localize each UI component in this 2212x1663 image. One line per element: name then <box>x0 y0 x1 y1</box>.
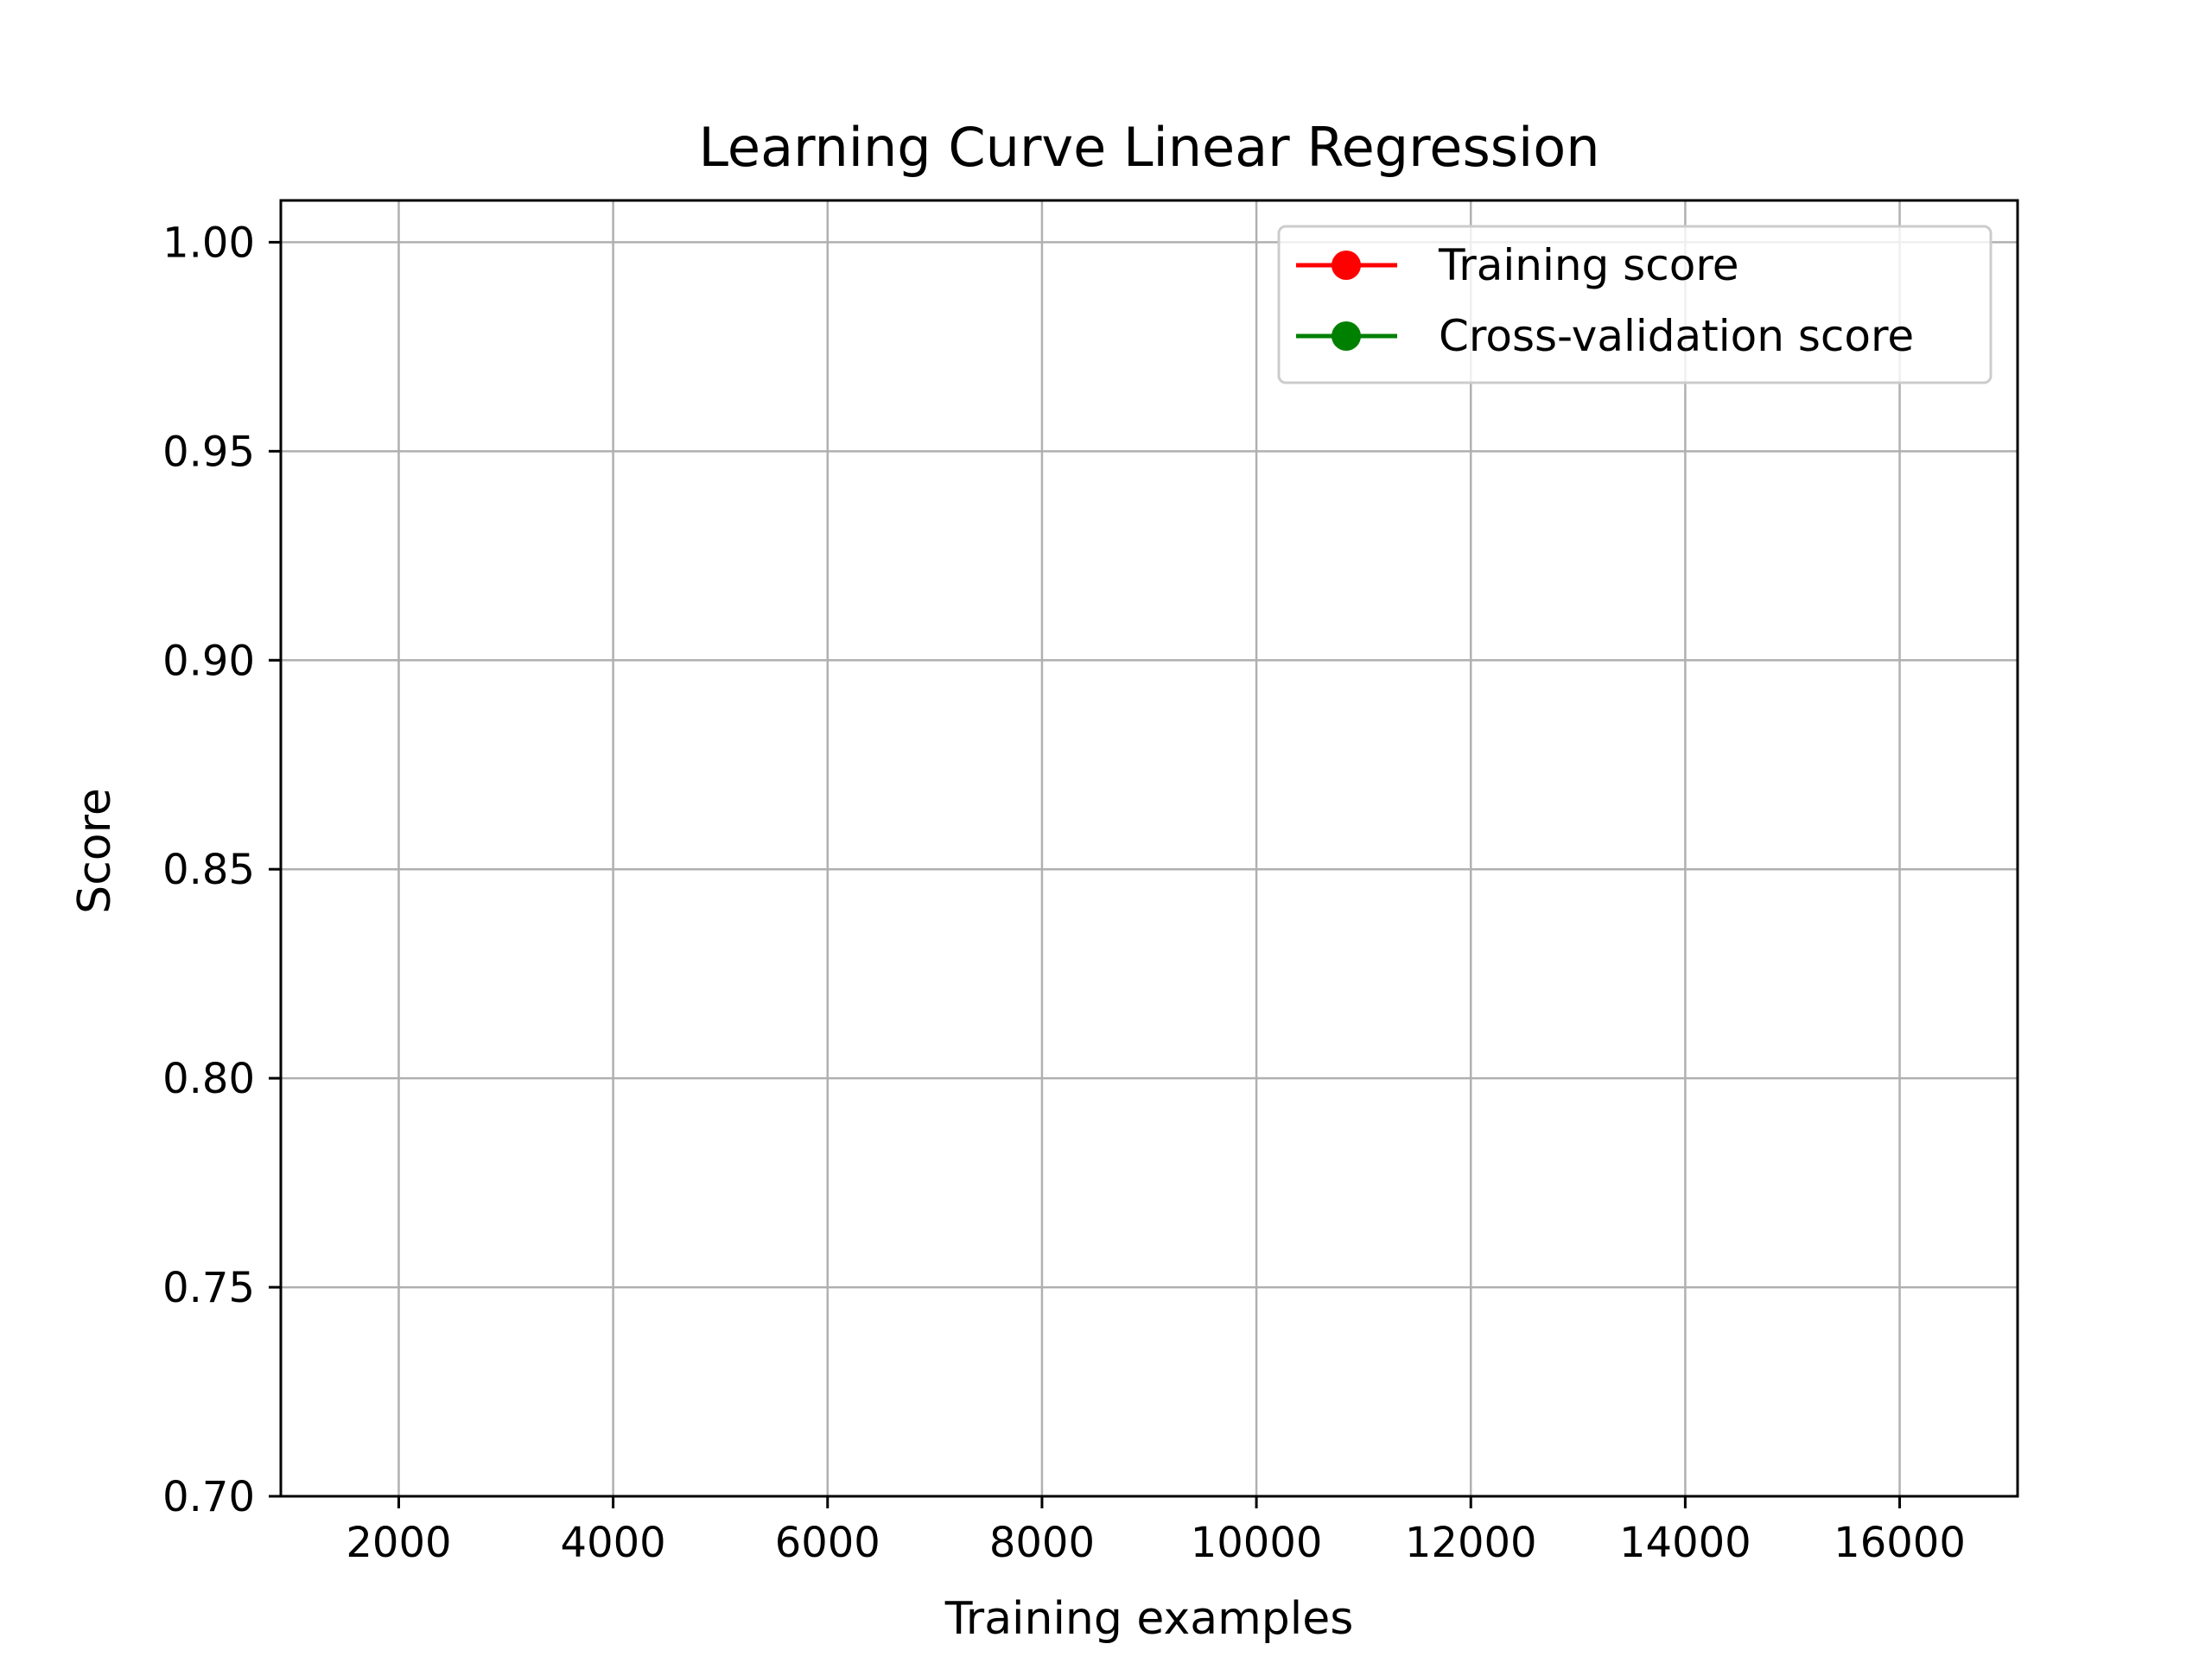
x-axis-label: Training examples <box>944 1593 1354 1645</box>
x-tick-label: 4000 <box>561 1519 666 1567</box>
chart-title: Learning Curve Linear Regression <box>698 116 1599 179</box>
y-tick-label: 1.00 <box>162 219 255 267</box>
legend-label: Training score <box>1438 240 1739 290</box>
y-tick-label: 0.95 <box>162 428 255 476</box>
y-tick-label: 0.70 <box>162 1473 255 1521</box>
x-tick-label: 12000 <box>1405 1519 1537 1567</box>
y-tick-label: 0.90 <box>162 637 255 685</box>
legend-label: Cross-validation score <box>1439 311 1914 361</box>
x-tick-label: 16000 <box>1834 1519 1966 1567</box>
legend-box <box>1277 225 1993 384</box>
x-tick-label: 14000 <box>1619 1519 1751 1567</box>
y-tick-label: 0.80 <box>162 1055 255 1103</box>
x-tick-label: 2000 <box>346 1519 451 1567</box>
y-tick-label: 0.85 <box>162 846 255 894</box>
legend-marker <box>1332 251 1361 280</box>
x-tick-label: 6000 <box>775 1519 880 1567</box>
x-tick-label: 10000 <box>1191 1519 1323 1567</box>
legend: Training score Cross-validation score <box>1277 225 1993 384</box>
axis-ticks: 2000 4000 6000 8000 10000 12000 14000 16000 0.70… <box>162 219 1966 1567</box>
plot-area-frame <box>279 199 2019 1498</box>
x-tick-label: 8000 <box>989 1519 1095 1567</box>
y-tick-label: 0.75 <box>162 1264 255 1312</box>
legend-marker <box>1332 321 1361 351</box>
y-axis-label: Score <box>69 788 121 914</box>
